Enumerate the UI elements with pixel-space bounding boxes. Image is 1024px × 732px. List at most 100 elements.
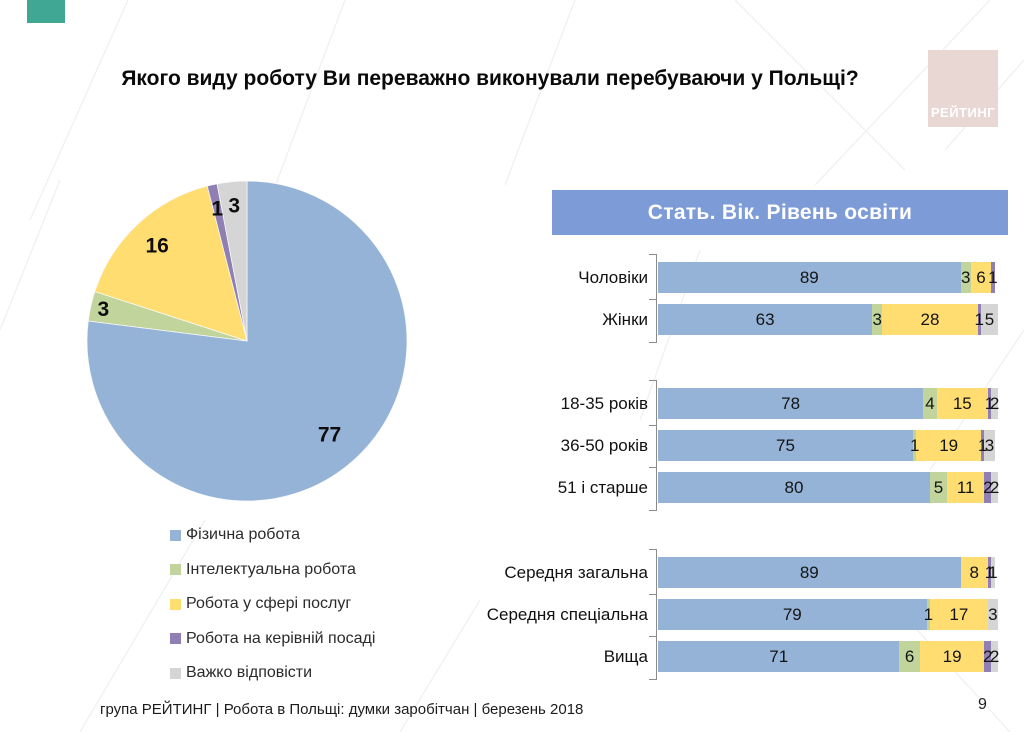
- bar-segment: 1: [923, 599, 934, 630]
- bar-value-label: 2: [989, 477, 1000, 497]
- bar-segment: 75: [658, 430, 913, 461]
- bar-value-label: 1: [984, 562, 995, 582]
- axis-line: [656, 549, 657, 680]
- legend-swatch-icon: [170, 667, 181, 679]
- axis-tick: [649, 510, 657, 511]
- bar-group: Чоловіки 89 3 6 1 Жінки 63 3 28 1 5: [470, 254, 1024, 343]
- legend-swatch-icon: [170, 529, 181, 541]
- bar-segment: 5: [930, 472, 947, 503]
- bar-value-label: 3: [960, 267, 971, 287]
- bar-row: 80 5 11 2 2: [658, 472, 1000, 503]
- slide-title: Якого виду роботу Ви переважно виконувал…: [121, 67, 859, 90]
- bar-segment: 19: [916, 430, 981, 461]
- bar-value-label: 89: [799, 562, 819, 582]
- bar-segment: 79: [658, 599, 927, 630]
- bar-value-label: 2: [989, 393, 1000, 413]
- bar-row: 89 8 1 1: [658, 557, 998, 588]
- bar-group: 18-35 років 78 4 15 1 2 36-50 років 75 1 19 1 3 51 і…: [470, 380, 1024, 511]
- bar-segment: 28: [882, 304, 978, 335]
- category-label: Середня спеціальна: [486, 605, 648, 624]
- category-label: 36-50 років: [560, 436, 648, 455]
- teal-accent-mark: [27, 0, 65, 23]
- bar-segment: 17: [929, 599, 988, 630]
- category-label: 51 і старше: [557, 478, 648, 497]
- legend-label: Робота на керівній посаді: [186, 629, 376, 647]
- bar-value-label: 1: [988, 267, 998, 287]
- axis-tick: [649, 635, 657, 637]
- axis-tick: [649, 679, 657, 680]
- category-label: Чоловіки: [578, 268, 648, 287]
- bar-group: Середня загальна 89 8 1 1 Середня спеціальна 7…: [470, 549, 1024, 680]
- bar-value-label: 11: [956, 477, 975, 497]
- bar-row: 71 6 19 2 2: [658, 641, 1000, 672]
- bar-value-label: 2: [983, 477, 993, 497]
- bar-value-label: 6: [904, 646, 915, 666]
- legend-item: Робота на керівній посаді: [170, 622, 500, 657]
- bar-value-label: 28: [920, 309, 940, 329]
- legend-swatch-icon: [170, 564, 181, 576]
- demographics-banner-label: Стать. Вік. Рівень освіти: [647, 200, 913, 224]
- bar-segment: 2: [989, 472, 1000, 503]
- legend-label: Робота у сфері послуг: [186, 595, 352, 613]
- bar-segment: 2: [989, 641, 1000, 672]
- legend-swatch-icon: [170, 633, 181, 645]
- bar-value-label: 89: [799, 267, 819, 287]
- pie-slice: [216, 180, 248, 342]
- legend: Фізична робота Інтелектуальна робота Робот…: [170, 518, 500, 691]
- bar-row: 78 4 15 1 2: [658, 388, 1000, 419]
- bar-row: 89 3 6 1: [658, 262, 998, 293]
- bar-segment: 8: [960, 557, 988, 588]
- legend-item: Фізична робота: [170, 518, 500, 553]
- legend-label: Фізична робота: [186, 526, 301, 544]
- bar-value-label: 2: [989, 646, 1000, 666]
- legend-label: Інтелектуальна робота: [186, 560, 356, 578]
- axis-tick: [649, 593, 657, 595]
- bar-value-label: 19: [942, 646, 962, 666]
- category-label: Вища: [603, 647, 648, 666]
- bar-value-label: 1: [923, 604, 934, 624]
- bar-segment: 78: [658, 388, 924, 419]
- bar-segment: 80: [658, 472, 930, 503]
- bar-segment: 1: [988, 557, 998, 588]
- page-number: 9: [978, 696, 987, 713]
- bar-value-label: 1: [974, 309, 984, 329]
- footer-caption: група РЕЙТИНГ | Робота в Польщі: думки з…: [100, 701, 584, 718]
- pie-slice: [94, 185, 248, 342]
- axis-tick: [649, 254, 657, 255]
- bar-segment: 3: [960, 262, 971, 293]
- bar-value-label: 1: [909, 435, 920, 455]
- pie-value-label: 3: [98, 298, 110, 321]
- bar-segment: 1: [978, 430, 987, 461]
- bar-segment: 1: [985, 388, 994, 419]
- bar-segment: 15: [936, 388, 988, 419]
- axis-tick: [649, 466, 657, 468]
- bar-segment: 4: [923, 388, 937, 419]
- legend-item: Важко відповісти: [170, 656, 500, 691]
- bar-value-label: 71: [769, 646, 789, 666]
- bar-segment: 2: [983, 472, 993, 503]
- axis-tick: [649, 298, 657, 300]
- bar-segment: 5: [980, 304, 998, 335]
- bar-segment: 1: [909, 430, 920, 461]
- bar-segment: 3: [984, 430, 995, 461]
- category-label: Жінки: [602, 310, 648, 329]
- bar-segment: 2: [989, 388, 1000, 419]
- bar-value-label: 1: [988, 562, 998, 582]
- legend-item: Робота у сфері послуг: [170, 587, 500, 622]
- category-label: 18-35 років: [560, 394, 648, 413]
- bar-value-label: 75: [776, 435, 795, 455]
- rating-logo-label: РЕЙТИНГ: [930, 105, 996, 120]
- bar-value-label: 78: [781, 393, 801, 413]
- bar-value-label: 4: [925, 393, 935, 413]
- bar-value-label: 15: [952, 393, 972, 413]
- bar-value-label: 3: [872, 309, 883, 329]
- axis-tick: [649, 549, 657, 550]
- axis-tick: [649, 380, 657, 381]
- legend-swatch-icon: [170, 598, 181, 610]
- pie-value-label: 3: [228, 195, 240, 218]
- bar-value-label: 5: [933, 477, 944, 497]
- bar-value-label: 79: [782, 604, 802, 624]
- bar-value-label: 17: [949, 604, 969, 624]
- category-label: Середня загальна: [504, 563, 648, 582]
